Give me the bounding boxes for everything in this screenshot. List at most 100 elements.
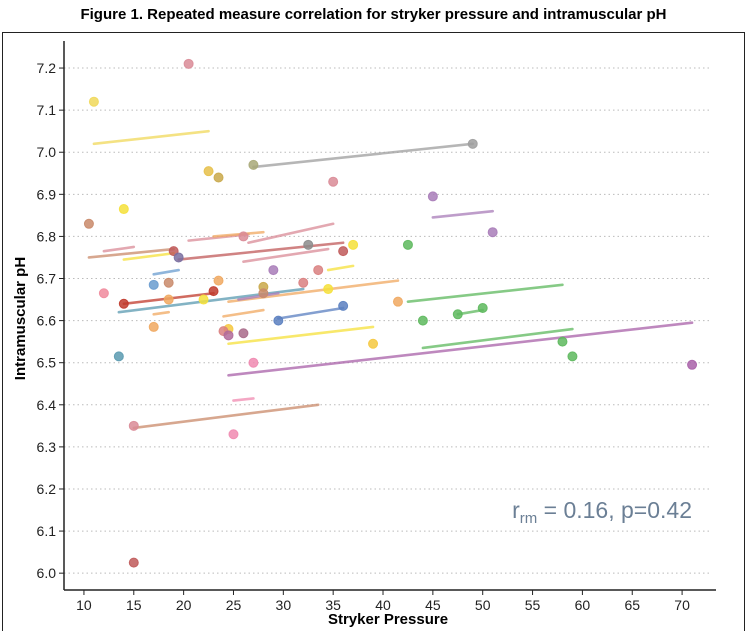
regression-line (132, 403, 320, 430)
data-point (118, 204, 129, 215)
regression-line (227, 279, 400, 303)
correlation-annotation: rrm = 0.16, p=0.42 (512, 497, 692, 527)
y-tick-label: 7.2 (37, 60, 57, 76)
annotation-r-subscript: rm (520, 510, 538, 527)
regression-line (227, 321, 694, 377)
regression-line (177, 241, 345, 261)
x-ticks: 10 15 20 25 30 35 40 45 50 55 60 65 70 (76, 590, 690, 613)
data-point (417, 315, 428, 326)
data-point (128, 557, 139, 568)
data-point (208, 286, 219, 297)
x-tick-label: 55 (525, 597, 541, 613)
y-tick-label: 6.1 (37, 523, 57, 539)
x-tick-label: 40 (375, 597, 391, 613)
regression-lines (87, 129, 694, 430)
data-point (313, 265, 324, 276)
data-point (198, 294, 209, 305)
regression-line (326, 264, 355, 272)
regression-line (406, 283, 564, 303)
data-point (338, 246, 349, 257)
regression-line (252, 142, 475, 169)
data-point (203, 166, 214, 177)
data-point (238, 328, 249, 339)
y-tick-label: 6.0 (37, 565, 57, 581)
annotation-text: = 0.16, p=0.42 (537, 497, 692, 523)
data-point (338, 300, 349, 311)
data-point (273, 315, 284, 326)
data-point (427, 191, 438, 202)
x-tick-label: 30 (276, 597, 292, 613)
regression-line (92, 129, 210, 146)
x-tick-label: 20 (176, 597, 192, 613)
y-ticks: 6.0 6.1 6.2 6.3 6.4 6.5 6.6 6.7 6.8 6.9 7.0 7.1 7.2 (37, 60, 64, 581)
regression-line (277, 306, 345, 320)
data-point (213, 172, 224, 183)
data-point (268, 265, 279, 276)
y-tick-label: 6.8 (37, 228, 57, 244)
x-tick-label: 10 (76, 597, 92, 613)
y-tick-label: 6.9 (37, 186, 57, 202)
data-point (163, 294, 174, 305)
data-point (477, 302, 488, 313)
data-point (148, 321, 159, 332)
x-tick-label: 35 (325, 597, 341, 613)
regression-line (102, 245, 136, 253)
x-tick-label: 45 (425, 597, 441, 613)
data-point (348, 239, 359, 250)
data-point (228, 429, 239, 440)
data-point (118, 298, 129, 309)
x-tick-label: 65 (624, 597, 640, 613)
annotation-r: r (512, 497, 520, 523)
y-tick-label: 6.3 (37, 439, 57, 455)
grid-lines (64, 67, 712, 574)
y-tick-label: 6.7 (37, 271, 57, 287)
data-point (402, 239, 413, 250)
x-tick-label: 50 (475, 597, 491, 613)
data-point (213, 275, 224, 286)
regression-line (152, 268, 180, 276)
data-points (83, 58, 698, 568)
data-point (298, 277, 309, 288)
data-point (238, 231, 249, 242)
data-point (303, 239, 314, 250)
x-tick-label: 60 (575, 597, 591, 613)
y-tick-label: 6.5 (37, 355, 57, 371)
data-point (467, 138, 478, 149)
data-point (452, 309, 463, 320)
x-axis-label: Stryker Pressure (328, 611, 448, 628)
data-point (487, 227, 498, 238)
regression-line (242, 247, 330, 263)
data-point (328, 176, 339, 187)
data-point (173, 252, 184, 263)
regression-line (152, 310, 170, 316)
data-point (687, 359, 698, 370)
y-axis-label: Intramuscular pH (12, 257, 29, 380)
regression-line (212, 230, 265, 238)
regression-line (232, 397, 255, 402)
data-point (113, 351, 124, 362)
regression-line (247, 222, 335, 245)
chart-frame (2, 32, 745, 631)
data-point (128, 420, 139, 431)
regression-line (87, 247, 175, 259)
data-point (88, 96, 99, 107)
regression-line (122, 251, 175, 261)
data-point (567, 351, 578, 362)
x-tick-label: 15 (126, 597, 142, 613)
data-point (163, 277, 174, 288)
data-point (183, 58, 194, 69)
y-tick-label: 6.4 (37, 397, 57, 413)
data-point (223, 330, 234, 341)
data-point (323, 284, 334, 295)
figure-title: Figure 1. Repeated measure correlation f… (80, 6, 667, 23)
data-point (148, 279, 159, 290)
data-point (83, 218, 94, 229)
regression-line (431, 209, 494, 219)
data-point (248, 159, 259, 170)
regression-line (421, 327, 574, 350)
y-tick-label: 7.1 (37, 102, 57, 118)
data-point (258, 288, 269, 299)
data-point (98, 288, 109, 299)
regression-line (237, 291, 280, 301)
